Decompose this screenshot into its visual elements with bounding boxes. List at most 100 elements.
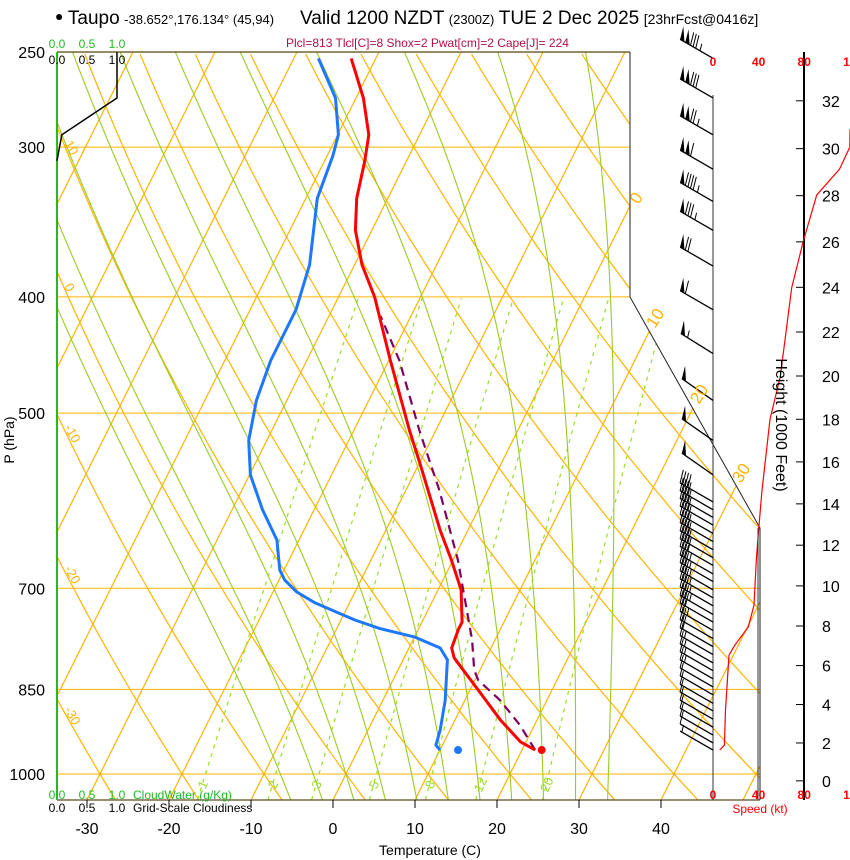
moist-adiabat-line — [316, 52, 513, 800]
wind-barb — [680, 320, 714, 355]
dry-adiabat-label: -20 — [61, 563, 83, 587]
height-tick-label: 16 — [822, 455, 840, 472]
cloudiness-axis-title: Grid-Scale Cloudiness — [133, 801, 252, 815]
temperature-trace — [349, 57, 536, 752]
wind-barb — [679, 724, 714, 751]
isotherm-line — [57, 52, 298, 800]
wind-barb — [679, 501, 714, 534]
parcel-trace — [379, 315, 537, 751]
dry-adiabat-line — [636, 53, 760, 800]
cloud-water-tick-label: 0.5 — [79, 788, 96, 802]
isotherm-line — [414, 52, 760, 800]
wind-barb — [679, 687, 714, 720]
height-tick-label: 2 — [822, 736, 831, 753]
cloud-water-tick-label: 0.5 — [79, 37, 96, 51]
cloud-water-tick-label: 0.0 — [49, 788, 66, 802]
wind-barb — [679, 517, 714, 551]
pressure-tick-label: 700 — [18, 581, 45, 598]
valid-utc: (2300Z) — [448, 12, 495, 27]
pressure-tick-label: 400 — [18, 290, 45, 307]
moist-adiabat-line — [239, 52, 481, 800]
temperature-tick-label: 40 — [652, 821, 670, 838]
wind-barb — [681, 405, 714, 441]
isotherm-line — [168, 52, 544, 800]
wind-barb — [679, 606, 714, 640]
wind-barb — [679, 638, 714, 672]
moist-adiabat-line — [72, 52, 386, 800]
forecast-info: [23hrFcst@0416z] — [643, 11, 759, 27]
height-tick-label: 6 — [822, 659, 831, 676]
cloud-water-tick-label: 1.0 — [109, 788, 126, 802]
dewpoint-trace — [247, 57, 449, 751]
height-tick-label: 30 — [822, 142, 840, 159]
wind-barb — [679, 671, 714, 704]
wind-barb — [679, 678, 714, 712]
height-tick-label: 20 — [822, 369, 840, 386]
speed-axis-title: Speed (kt) — [732, 802, 787, 816]
wind-barb — [679, 533, 714, 567]
pressure-tick-label: 1000 — [9, 767, 45, 784]
height-tick-label: 28 — [822, 189, 840, 206]
chart-grid — [57, 52, 760, 800]
height-tick-label: 14 — [822, 497, 840, 514]
title-bar: ● Taupo -38.652°,176.134° (45,94) — [55, 8, 274, 30]
surface-temperature-dot — [537, 746, 546, 755]
dry-adiabat-line — [360, 53, 760, 800]
pressure-tick-label: 500 — [18, 406, 45, 423]
height-tick-label: 24 — [822, 280, 840, 297]
cloud-water-tick-label: 0.0 — [49, 37, 66, 51]
mixing-ratio-line — [311, 298, 462, 800]
wind-barb — [679, 622, 714, 656]
dry-adiabat-line — [415, 53, 760, 800]
mixing-ratio-label: 2 — [265, 778, 282, 791]
moist-adiabat-line — [174, 52, 449, 800]
wind-barb — [679, 198, 714, 231]
moist-adiabat-line — [57, 52, 355, 800]
height-tick-label: 32 — [822, 94, 840, 111]
speed-tick-label: 0 — [710, 55, 717, 69]
wind-barb — [679, 589, 714, 623]
moist-adiabat-line — [497, 52, 577, 800]
wind-barb — [679, 65, 714, 99]
wind-barb — [679, 662, 714, 696]
wind-barb — [679, 695, 714, 728]
wind-barb — [679, 630, 714, 664]
speed-tick-label: 0 — [710, 788, 717, 802]
cloud-water-axis-title: CloudWater (g/Kg) — [133, 788, 232, 802]
height-tick-label: 8 — [822, 619, 831, 636]
speed-tick-label: 80 — [798, 55, 812, 69]
pressure-tick-label: 250 — [18, 45, 45, 62]
height-tick-label: 10 — [822, 579, 840, 596]
wind-barbs — [679, 26, 714, 751]
wind-barb — [679, 137, 714, 170]
dry-adiabat-line — [57, 53, 449, 800]
wind-barb — [679, 565, 714, 599]
moist-adiabat-line — [584, 52, 615, 800]
wind-barb — [679, 469, 714, 503]
temperature-tick-label: 30 — [570, 821, 588, 838]
height-tick-label: 4 — [822, 698, 831, 715]
wind-speed-trace — [719, 129, 850, 751]
mixing-ratio-line — [424, 298, 565, 800]
wind-barb — [679, 26, 714, 59]
sounding-indices: Plcl=813 Tlcl[C]=8 Shox=2 Pwat[cm]=2 Cap… — [286, 36, 569, 50]
mixing-ratio-line — [267, 298, 423, 800]
location-marker-icon: ● — [55, 8, 64, 24]
pressure-tick-label: 850 — [18, 682, 45, 699]
frame-right — [629, 52, 761, 800]
wind-barb — [679, 702, 714, 736]
wind-barb — [679, 646, 714, 680]
pressure-axis-title: P (hPa) — [1, 416, 17, 463]
mixing-ratio-label: 8 — [422, 778, 439, 791]
mixing-ratio-label: 3 — [308, 778, 325, 791]
wind-barb — [679, 477, 714, 511]
temperature-tick-label: 0 — [329, 821, 338, 838]
cloudiness-tick-label: 0.5 — [79, 801, 96, 815]
height-tick-label: 0 — [822, 774, 831, 791]
wind-barb — [679, 169, 714, 202]
valid-date: TUE 2 Dec 2025 — [498, 8, 640, 29]
speed-tick-label: 12 — [843, 55, 850, 69]
mixing-ratio-line — [475, 298, 610, 800]
dry-adiabat-line — [581, 53, 760, 800]
isotherm-line — [57, 52, 380, 800]
